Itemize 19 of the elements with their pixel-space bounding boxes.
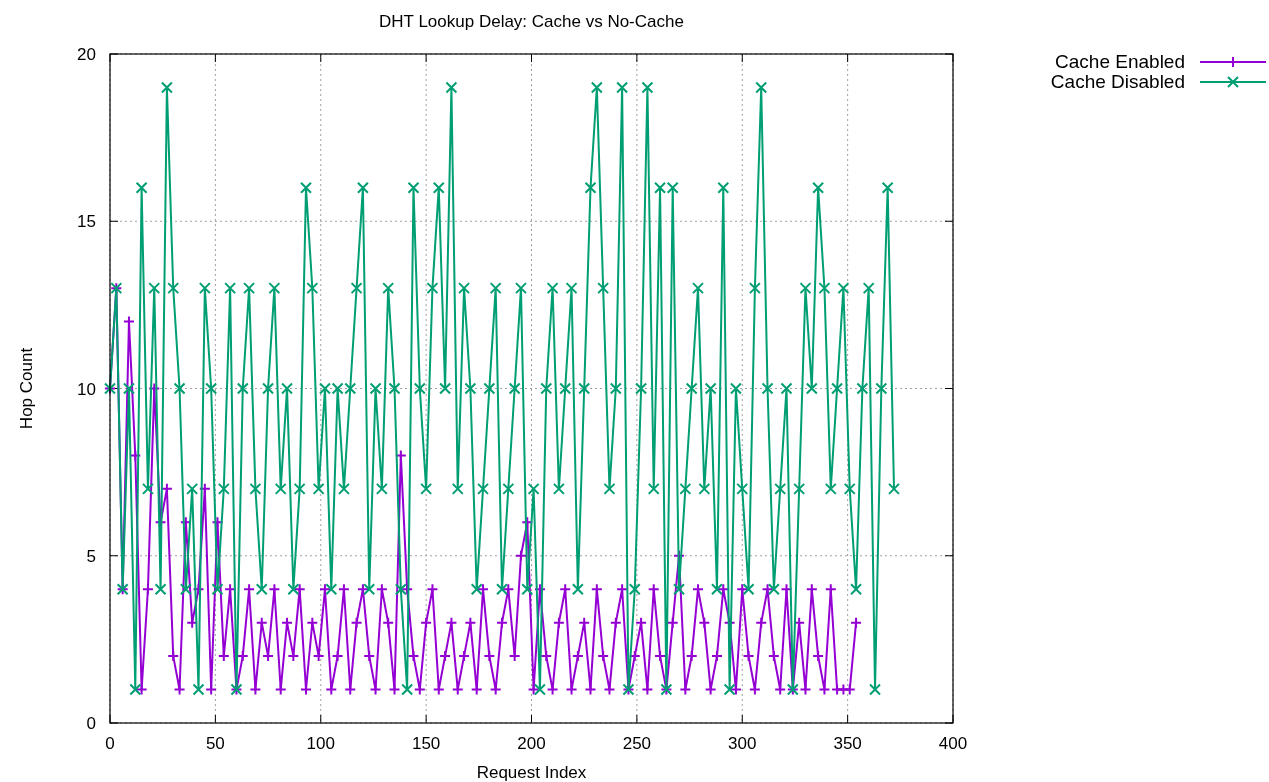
x-tick-label: 350 xyxy=(833,734,862,753)
x-tick-label: 100 xyxy=(306,734,335,753)
x-tick-label: 250 xyxy=(622,734,652,753)
legend-label: Cache Disabled xyxy=(1050,71,1185,92)
x-axis-title: Request Index xyxy=(476,763,587,782)
y-tick-label: 20 xyxy=(77,45,96,64)
x-tick-label: 400 xyxy=(938,734,968,753)
legend-label: Cache Enabled xyxy=(1055,51,1185,72)
x-tick-label: 50 xyxy=(205,734,225,753)
x-tick-label: 150 xyxy=(411,734,441,753)
y-tick-label: 5 xyxy=(86,546,96,566)
y-tick-label: 0 xyxy=(86,714,96,733)
chart-title: DHT Lookup Delay: Cache vs No-Cache xyxy=(379,12,684,31)
x-tick-label: 200 xyxy=(517,734,546,753)
y-tick-label: 10 xyxy=(77,379,96,399)
x-tick-label: 300 xyxy=(728,734,757,753)
y-tick-label: 15 xyxy=(77,212,96,232)
x-tick-label: 0 xyxy=(105,734,115,753)
y-axis-title: Hop Count xyxy=(17,347,36,430)
